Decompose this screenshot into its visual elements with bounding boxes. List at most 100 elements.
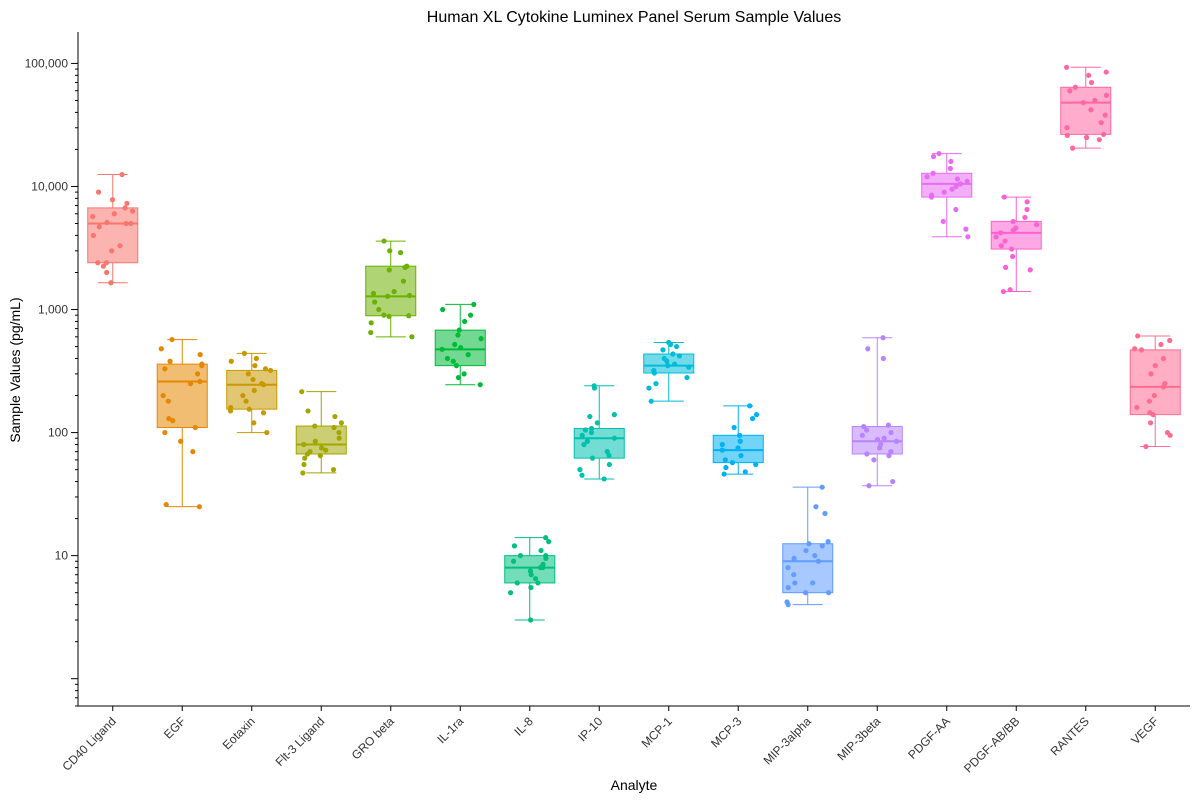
data-point — [246, 406, 252, 412]
data-point — [514, 580, 520, 586]
data-point — [195, 371, 201, 377]
data-point — [166, 415, 172, 422]
data-point — [1007, 287, 1013, 293]
data-point — [385, 293, 391, 299]
data-point — [1092, 97, 1098, 104]
data-point — [169, 336, 175, 343]
box-group — [295, 389, 347, 476]
data-point — [792, 580, 798, 586]
data-point — [672, 361, 678, 367]
data-point — [1083, 134, 1090, 141]
data-point — [532, 576, 539, 582]
data-point — [546, 539, 552, 545]
data-point — [386, 267, 392, 273]
data-point — [673, 343, 680, 350]
data-point — [95, 260, 101, 266]
data-point — [1070, 145, 1076, 151]
data-point — [170, 418, 176, 424]
data-point — [462, 318, 468, 325]
x-tick-label: MCP-3 — [708, 714, 745, 751]
data-point — [458, 345, 464, 351]
x-tick-label: RANTES — [1048, 714, 1092, 758]
data-point — [589, 455, 596, 461]
data-point — [228, 358, 234, 364]
data-point — [866, 483, 872, 489]
box-group — [87, 171, 139, 286]
data-point — [368, 320, 374, 326]
y-tick-label: 100,000 — [25, 56, 69, 70]
data-point — [735, 445, 741, 451]
data-point — [538, 547, 544, 554]
data-point — [606, 453, 612, 459]
data-point — [528, 617, 534, 623]
data-point — [998, 243, 1004, 249]
data-point — [527, 568, 534, 574]
x-tick-label: MIP-3alpha — [761, 714, 815, 768]
data-point — [108, 280, 114, 286]
data-point — [588, 425, 595, 432]
data-point — [859, 432, 865, 438]
data-point — [456, 327, 462, 333]
data-point — [331, 424, 337, 431]
y-axis: 10 100 1,000 10,000 100,000 — [25, 32, 79, 707]
x-tick-label: Eotaxin — [220, 714, 258, 752]
data-point — [1002, 238, 1008, 244]
data-point — [785, 564, 791, 571]
data-point — [1088, 107, 1094, 113]
box-group — [643, 339, 695, 404]
data-point — [929, 192, 935, 198]
data-point — [243, 398, 249, 404]
data-point — [1001, 194, 1007, 200]
data-point — [1027, 267, 1033, 273]
data-point — [812, 553, 818, 559]
data-point — [162, 366, 168, 372]
data-point — [1010, 218, 1016, 225]
box-group — [156, 336, 208, 510]
box — [226, 369, 278, 410]
data-point — [601, 476, 607, 482]
data-point — [1013, 225, 1019, 231]
data-point — [606, 461, 613, 468]
data-point — [259, 381, 265, 387]
y-axis-title: Sample Values (pg/mL) — [7, 297, 23, 442]
data-point — [587, 413, 593, 420]
data-point — [871, 457, 877, 463]
data-point — [865, 346, 871, 352]
data-point — [109, 197, 116, 203]
data-point — [302, 455, 308, 461]
data-point — [178, 438, 184, 444]
data-point — [1147, 410, 1153, 416]
data-point — [686, 364, 692, 370]
box-group — [226, 350, 278, 436]
data-point — [119, 171, 125, 178]
data-point — [819, 484, 825, 490]
data-point — [465, 352, 471, 358]
data-point — [400, 278, 407, 284]
data-point — [1134, 404, 1140, 411]
data-point — [1135, 333, 1141, 339]
box — [1129, 349, 1181, 416]
data-point — [1132, 346, 1138, 352]
data-point — [1098, 120, 1104, 126]
data-point — [791, 555, 797, 561]
data-point — [737, 438, 743, 444]
data-point — [998, 230, 1004, 236]
data-point — [250, 376, 256, 383]
data-point — [670, 351, 676, 357]
data-point — [478, 336, 484, 342]
data-point — [1164, 429, 1171, 436]
data-point — [330, 467, 337, 473]
data-point — [510, 558, 517, 564]
data-point — [381, 312, 387, 318]
data-point — [240, 392, 246, 399]
data-point — [1063, 64, 1070, 70]
data-point — [722, 457, 728, 463]
data-point — [1152, 363, 1158, 369]
x-tick-label: PDGF-AB/BB — [961, 714, 1022, 775]
data-point — [1151, 392, 1157, 399]
x-axis-title: Analyte — [611, 777, 658, 793]
data-point — [1138, 347, 1144, 353]
data-point — [1024, 199, 1030, 205]
